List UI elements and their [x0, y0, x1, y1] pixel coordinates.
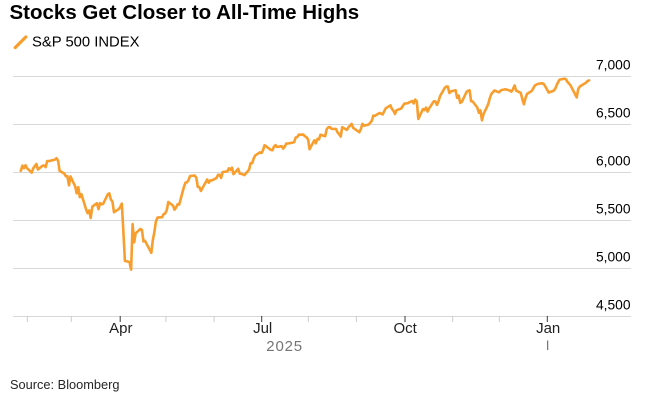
svg-text:Oct: Oct [394, 320, 418, 337]
svg-text:2025: 2025 [266, 338, 303, 355]
svg-text:S&P 500 INDEX: S&P 500 INDEX [32, 35, 140, 51]
svg-text:Source: Bloomberg: Source: Bloomberg [10, 377, 120, 392]
svg-text:5,500: 5,500 [596, 202, 631, 217]
svg-text:5,000: 5,000 [596, 250, 631, 265]
svg-text:Apr: Apr [109, 320, 132, 337]
svg-text:6,000: 6,000 [596, 154, 631, 169]
svg-text:4,500: 4,500 [596, 298, 631, 313]
svg-text:7,000: 7,000 [596, 58, 631, 73]
svg-text:Jul: Jul [253, 320, 272, 337]
svg-text:Stocks Get Closer to All-Time: Stocks Get Closer to All-Time Highs [10, 1, 360, 24]
svg-text:Jan: Jan [536, 320, 560, 337]
svg-text:6,500: 6,500 [596, 106, 631, 121]
